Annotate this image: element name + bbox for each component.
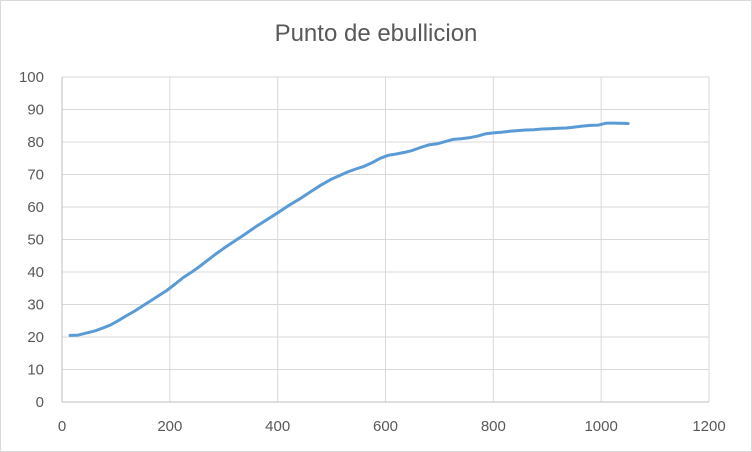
gridlines — [62, 76, 710, 402]
x-tick-label: 200 — [157, 418, 182, 435]
axis-lines — [61, 77, 709, 403]
y-tick-label: 60 — [27, 199, 44, 216]
y-tick-label: 70 — [27, 167, 44, 184]
y-tick-label: 80 — [27, 134, 44, 151]
y-tick-label: 90 — [27, 102, 44, 119]
y-tick-label: 40 — [27, 264, 44, 281]
chart-title: Punto de ebullicion — [274, 20, 478, 47]
x-tick-label: 800 — [481, 418, 506, 435]
x-tick-label: 1000 — [584, 418, 617, 435]
series-layer — [68, 121, 630, 337]
y-tick-label: 30 — [27, 297, 44, 314]
y-tick-label: 0 — [36, 394, 44, 411]
x-tick-label: 400 — [265, 418, 290, 435]
y-tick-label: 10 — [27, 362, 44, 379]
y-tick-label: 20 — [27, 329, 44, 346]
x-tick-label: 1200 — [692, 418, 725, 435]
series-line-1 — [68, 121, 630, 337]
x-tick-label: 0 — [58, 418, 66, 435]
y-tick-label: 50 — [27, 232, 44, 249]
x-tick-label: 600 — [373, 418, 398, 435]
y-tick-label: 100 — [19, 69, 44, 86]
